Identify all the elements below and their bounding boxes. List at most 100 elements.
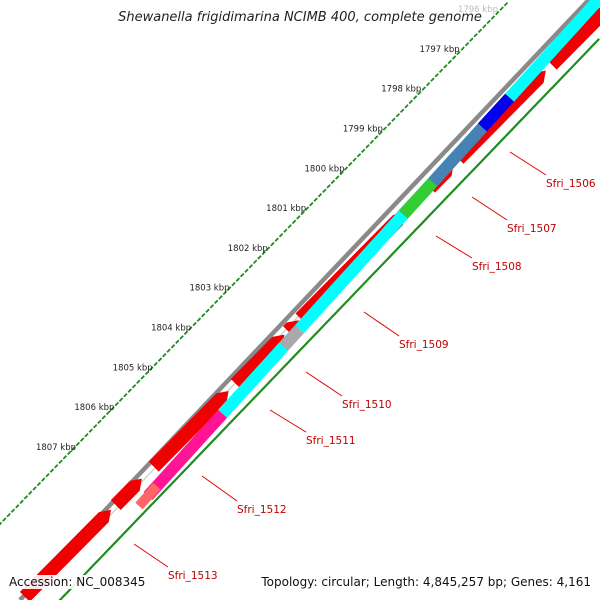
outer-tick-mark bbox=[32, 486, 37, 491]
inner-tick-mark bbox=[160, 489, 167, 496]
outer-tick-mark bbox=[274, 237, 279, 242]
gene-label: Sfri_1507 bbox=[507, 223, 557, 235]
inner-tick-mark bbox=[293, 351, 300, 358]
inner-tick-mark bbox=[220, 427, 227, 434]
outer-tick-mark bbox=[464, 41, 470, 47]
inner-tick-mark bbox=[61, 592, 68, 599]
outer-tick-mark bbox=[123, 392, 128, 398]
outer-tick-mark bbox=[239, 272, 245, 278]
gene-label: Sfri_1512 bbox=[237, 504, 287, 516]
inner-tick-mark bbox=[546, 87, 553, 94]
inner-tick-mark bbox=[439, 199, 446, 206]
inner-tick-mark bbox=[495, 140, 502, 148]
kbp-position-label: 1800 kbp bbox=[304, 164, 344, 174]
outer-tick-mark bbox=[28, 490, 33, 496]
gene-sfri_1508 bbox=[398, 178, 438, 219]
inner-tick-mark bbox=[344, 297, 351, 304]
inner-tick-mark bbox=[117, 534, 124, 541]
outer-tick-mark bbox=[417, 90, 422, 96]
outer-tick-mark bbox=[15, 504, 20, 509]
outer-tick-mark bbox=[304, 206, 310, 211]
forward-cds-arrow bbox=[110, 478, 142, 510]
inner-tick-mark bbox=[173, 476, 179, 483]
gene-sfri_1511 bbox=[218, 332, 298, 418]
gene-label: Sfri_1513 bbox=[168, 570, 218, 582]
outer-tick-mark bbox=[175, 339, 180, 345]
inner-tick-mark bbox=[228, 418, 235, 425]
inner-tick-mark bbox=[568, 64, 575, 72]
outer-tick-mark bbox=[179, 335, 184, 340]
inner-tick-mark bbox=[551, 82, 557, 89]
outer-tick-mark bbox=[261, 250, 266, 256]
inner-tick-mark bbox=[155, 494, 162, 501]
outer-tick-mark bbox=[348, 161, 353, 167]
outer-tick-mark bbox=[218, 295, 223, 300]
inner-tick-mark bbox=[271, 373, 278, 380]
inner-tick-mark bbox=[250, 395, 257, 402]
forward-cds-arrow bbox=[230, 334, 285, 389]
inner-tick-mark bbox=[336, 306, 343, 313]
outer-tick-mark bbox=[166, 348, 171, 353]
inner-tick-mark bbox=[207, 440, 214, 447]
inner-tick-mark bbox=[331, 310, 338, 317]
inner-tick-mark bbox=[87, 565, 94, 572]
inner-tick-mark bbox=[443, 194, 450, 201]
inner-tick-mark bbox=[572, 60, 579, 67]
outer-tick-mark bbox=[378, 130, 383, 136]
outer-tick-mark bbox=[335, 175, 340, 180]
inner-tick-mark bbox=[576, 55, 583, 63]
outer-tick-mark bbox=[23, 495, 29, 500]
outer-tick-mark bbox=[486, 19, 491, 25]
inner-tick-mark bbox=[319, 324, 326, 331]
inner-tick-mark bbox=[125, 525, 132, 532]
outer-tick-mark bbox=[97, 419, 102, 425]
inner-tick-mark bbox=[263, 382, 270, 389]
gene-label: Sfri_1506 bbox=[546, 178, 596, 190]
outer-tick-mark bbox=[291, 219, 297, 225]
inner-tick-mark bbox=[349, 292, 356, 300]
inner-tick-mark bbox=[447, 190, 454, 197]
inner-tick-mark bbox=[413, 225, 420, 232]
inner-tick-mark bbox=[151, 498, 158, 505]
outer-tick-mark bbox=[231, 281, 236, 287]
outer-tick-mark bbox=[101, 415, 106, 420]
inner-tick-mark bbox=[486, 149, 493, 156]
outer-tick-mark bbox=[157, 357, 163, 362]
gene-sfri_1509-extension bbox=[505, 0, 600, 102]
outer-tick-mark bbox=[434, 73, 439, 78]
forward-cds-arrow bbox=[546, 7, 600, 70]
outer-tick-mark bbox=[71, 446, 76, 451]
kbp-position-label: 1796 kbp bbox=[458, 5, 498, 15]
outer-tick-mark bbox=[118, 397, 124, 402]
inner-tick-mark bbox=[460, 176, 467, 183]
outer-tick-mark bbox=[443, 64, 448, 69]
inner-tick-mark bbox=[465, 172, 472, 179]
inner-tick-mark bbox=[267, 377, 274, 384]
gene-sfri_1512 bbox=[143, 407, 230, 500]
inner-tick-mark bbox=[112, 538, 119, 545]
kbp-position-label: 1801 kbp bbox=[266, 204, 306, 214]
inner-tick-mark bbox=[310, 333, 317, 340]
outer-tick-mark bbox=[110, 406, 115, 411]
outer-tick-mark bbox=[408, 99, 413, 105]
outer-tick-mark bbox=[162, 352, 167, 358]
kbp-position-label: 1798 kbp bbox=[381, 85, 421, 95]
inner-tick-mark bbox=[593, 38, 600, 45]
outer-tick-mark bbox=[490, 15, 496, 20]
gene-callout-line bbox=[133, 543, 169, 568]
inner-tick-mark bbox=[435, 203, 441, 210]
map-title: Shewanella frigidimarina NCIMB 400, comp… bbox=[118, 10, 482, 25]
outer-tick-mark bbox=[412, 95, 418, 100]
inner-tick-mark bbox=[370, 270, 377, 277]
outer-tick-mark bbox=[257, 255, 262, 260]
outer-tick-mark bbox=[49, 468, 55, 473]
outer-tick-mark bbox=[287, 224, 292, 229]
inner-tick-mark bbox=[340, 301, 347, 308]
outer-tick-mark bbox=[105, 410, 111, 416]
outer-tick-mark bbox=[136, 379, 141, 385]
outer-tick-mark bbox=[374, 135, 379, 140]
inner-tick-mark bbox=[589, 42, 596, 49]
inner-tick-mark bbox=[542, 91, 549, 98]
